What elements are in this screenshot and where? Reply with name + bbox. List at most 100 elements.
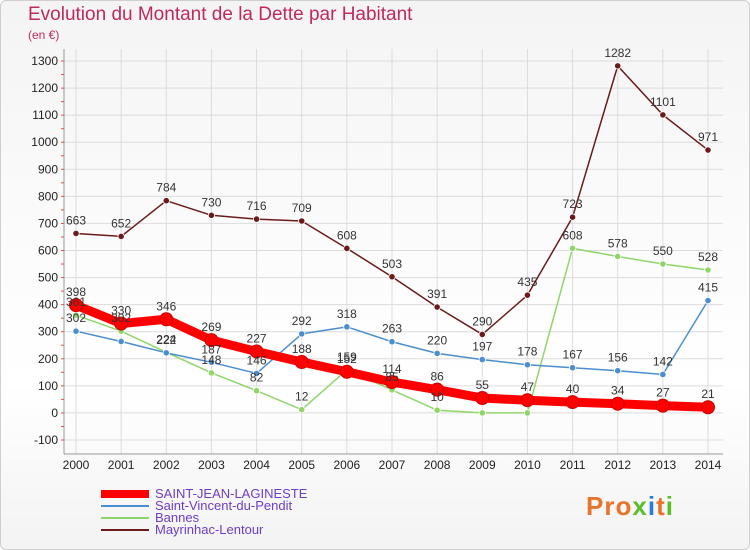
grid-lines [64,49,723,454]
y-tick-label: 300 [38,325,58,339]
data-label-saint-vincent-du-pendit: 178 [517,345,537,359]
data-point-mayrinhac-lentour [433,303,441,311]
logo-letter: P [586,491,605,521]
y-tick-label: 100 [38,379,58,393]
y-tick-label: 1100 [32,108,58,122]
data-point-saint-jean-lagineste [430,382,445,397]
data-point-saint-vincent-du-pendit [659,370,667,379]
data-point-saint-vincent-du-pendit [298,330,306,338]
data-label-mayrinhac-lentour: 730 [201,195,221,209]
data-label-saint-vincent-du-pendit: 302 [66,311,86,325]
x-tick-label: 2005 [288,458,315,472]
data-label-saint-vincent-du-pendit: 220 [427,333,447,347]
data-point-saint-vincent-du-pendit [162,349,170,357]
data-label-saint-jean-lagineste: 21 [701,387,715,401]
data-point-saint-vincent-du-pendit [72,327,80,335]
data-point-mayrinhac-lentour [72,229,80,238]
legend-swatch [101,529,149,531]
logo-letter: r [604,491,616,521]
data-label-saint-vincent-du-pendit: 142 [653,354,673,368]
data-label-saint-jean-lagineste: 34 [611,384,625,398]
data-point-mayrinhac-lentour [614,62,622,70]
chart-subtitle: (en €) [28,28,60,42]
legend-label: Saint-Vincent-du-Pendit [155,498,293,513]
data-label-bannes: 159 [337,350,357,364]
data-label-saint-vincent-du-pendit: 222 [156,333,176,347]
data-label-saint-vincent-du-pendit: 187 [201,342,221,356]
data-label-saint-jean-lagineste: 330 [111,304,131,318]
x-tick-label: 2011 [560,458,586,472]
data-point-mayrinhac-lentour [704,146,712,154]
x-tick-label: 2002 [153,458,180,472]
x-tick-label: 2006 [334,458,361,472]
data-label-mayrinhac-lentour: 971 [698,130,718,144]
data-point-mayrinhac-lentour [388,273,396,281]
legend-item: Bannes [101,510,401,525]
y-tick-label: 1300 [31,54,58,68]
data-label-mayrinhac-lentour: 709 [292,201,312,215]
data-point-mayrinhac-lentour [478,330,486,339]
data-label-mayrinhac-lentour: 723 [563,197,583,211]
data-label-mayrinhac-lentour: 1101 [650,95,676,109]
data-point-saint-jean-lagineste [520,393,535,408]
x-tick-label: 2001 [108,458,135,472]
x-tick-label: 2010 [514,458,541,472]
data-point-saint-vincent-du-pendit [478,355,486,364]
data-point-saint-jean-lagineste [69,298,83,313]
data-point-mayrinhac-lentour [659,111,667,119]
legend-item: Saint-Vincent-du-Pendit [101,498,401,513]
data-point-saint-vincent-du-pendit [704,296,712,305]
data-point-bannes [568,244,577,252]
y-tick-label: 200 [38,352,58,366]
logo-letter: o [615,491,633,521]
x-tick-label: 2008 [424,458,451,472]
data-label-saint-vincent-du-pendit: 415 [698,281,718,295]
data-label-bannes: 578 [608,236,628,250]
y-tick-label: 800 [38,189,58,203]
data-point-saint-vincent-du-pendit [207,358,216,366]
data-label-bannes: 608 [563,228,583,242]
data-point-bannes [433,406,441,414]
data-point-saint-jean-lagineste [385,375,399,390]
data-label-saint-jean-lagineste: 398 [66,285,86,299]
legend-swatch [101,505,149,507]
y-tick-label: 700 [38,216,58,230]
legend-swatch [101,517,149,519]
y-tick-label: 500 [38,271,58,285]
y-tick-label: -100 [34,433,58,447]
y-tick-label: 1200 [31,81,58,95]
logo-letter: x [632,491,648,521]
data-point-mayrinhac-lentour [568,213,577,221]
data-point-mayrinhac-lentour [207,211,216,219]
data-point-bannes [478,409,486,417]
data-label-mayrinhac-lentour: 652 [111,216,131,230]
legend-label: Mayrinhac-Lentour [155,522,264,537]
data-point-bannes [523,409,532,417]
data-label-mayrinhac-lentour: 784 [156,181,176,195]
data-point-saint-jean-lagineste [610,396,625,411]
data-point-saint-vincent-du-pendit [388,338,396,346]
x-tick-label: 2014 [695,458,722,472]
x-tick-label: 2007 [379,458,406,472]
data-point-saint-jean-lagineste [475,391,490,406]
data-label-saint-vincent-du-pendit: 263 [382,322,402,336]
y-tick-label: 600 [38,244,58,258]
data-label-saint-jean-lagineste: 269 [201,320,221,334]
data-point-mayrinhac-lentour [117,232,125,241]
data-label-saint-vincent-du-pendit: 146 [247,353,267,367]
legend-item: Mayrinhac-Lentour [101,522,401,537]
data-label-mayrinhac-lentour: 503 [382,257,402,271]
data-label-bannes: 10 [430,390,444,404]
data-point-bannes [207,369,216,377]
data-point-saint-vincent-du-pendit [614,367,622,375]
logo-letter: i [665,491,674,521]
x-tick-label: 2000 [63,458,90,472]
data-label-bannes: 361 [66,295,86,309]
data-label-mayrinhac-lentour: 663 [66,213,86,227]
data-point-mayrinhac-lentour [162,197,170,205]
data-label-saint-jean-lagineste: 27 [656,386,670,400]
data-point-mayrinhac-lentour [298,217,306,225]
data-point-saint-jean-lagineste [294,355,309,370]
data-point-saint-jean-lagineste [339,364,354,379]
